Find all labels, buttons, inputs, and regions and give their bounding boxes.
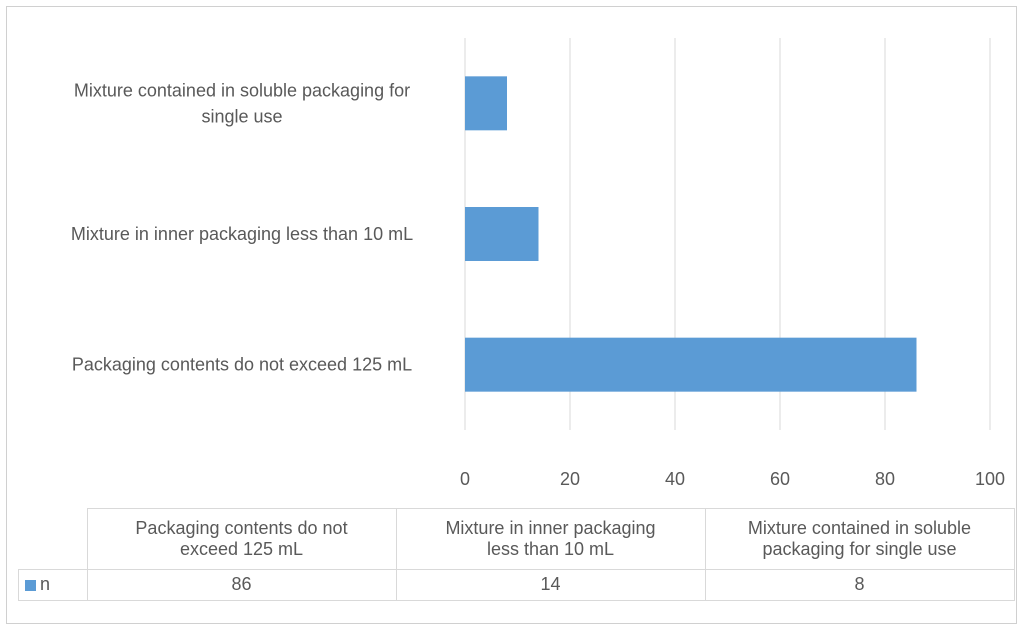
x-tick-label: 40 <box>665 469 685 489</box>
x-tick-label: 80 <box>875 469 895 489</box>
x-tick-label: 60 <box>770 469 790 489</box>
category-label: Mixture in inner packaging less than 10 … <box>71 224 413 244</box>
series-label: n <box>40 574 51 594</box>
table-value-cell: 14 <box>395 568 706 601</box>
table-header-line: Packaging contents do not <box>135 517 348 538</box>
table-header-line: Mixture in inner packaging <box>445 517 656 538</box>
bar <box>465 207 539 261</box>
x-tick-label: 0 <box>460 469 470 489</box>
table-value-cell: 86 <box>86 568 397 601</box>
table-header-row: Packaging contents do not exceed 125 mL M… <box>18 508 1015 570</box>
category-label: Mixture contained in soluble packaging f… <box>74 80 410 100</box>
x-tick-label: 100 <box>975 469 1005 489</box>
table-header-line: exceed 125 mL <box>179 538 304 559</box>
category-labels: Packaging contents do not exceed 125 mL M… <box>71 80 413 374</box>
category-label: single use <box>201 106 282 126</box>
table-value-cell: 8 <box>704 568 1015 601</box>
table-header-line: packaging for single use <box>762 538 957 559</box>
table-value-row: n 86 14 8 <box>18 568 1015 601</box>
table-header-cell: Packaging contents do not exceed 125 mL <box>86 508 397 570</box>
legend-cell: n <box>18 568 88 601</box>
table-header-line: less than 10 mL <box>486 538 615 559</box>
bar <box>465 76 507 131</box>
data-table: Packaging contents do not exceed 125 mL M… <box>18 508 1015 601</box>
x-tick-label: 20 <box>560 469 580 489</box>
table-header-cell: Mixture contained in soluble packaging fo… <box>704 508 1015 570</box>
table-header-cell: Mixture in inner packaging less than 10 m… <box>395 508 706 570</box>
table-header-line: Mixture contained in soluble <box>747 517 972 538</box>
legend-key-swatch <box>25 579 36 591</box>
bar <box>465 337 917 392</box>
table-corner-cell <box>18 508 88 570</box>
bars <box>465 76 917 392</box>
category-label: Packaging contents do not exceed 125 mL <box>72 355 412 375</box>
x-tick-labels: 0 20 40 60 80 100 <box>460 469 1005 489</box>
